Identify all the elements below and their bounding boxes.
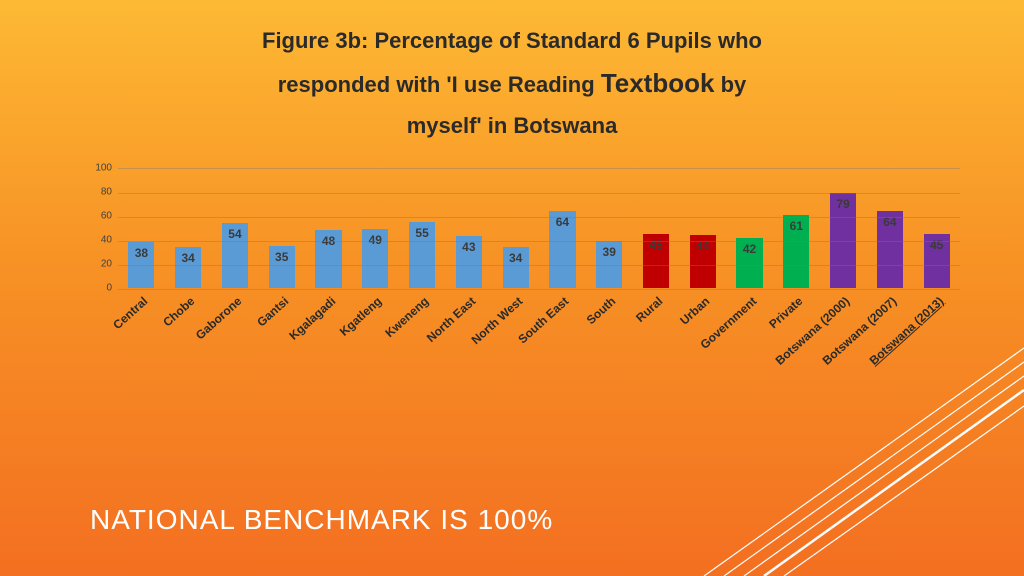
y-tick-label: 20 (88, 259, 112, 270)
bar: 35 (269, 246, 295, 288)
y-tick-label: 40 (88, 235, 112, 246)
bar: 55 (409, 222, 435, 288)
y-tick-label: 80 (88, 187, 112, 198)
bar-value-label: 39 (603, 245, 616, 259)
bar-value-label: 54 (228, 227, 241, 241)
x-axis-label: Chobe (160, 294, 197, 329)
bar-slot: 64 (867, 169, 914, 288)
x-axis-label: Gaborone (193, 294, 244, 342)
bar-slot: 43 (445, 169, 492, 288)
bar-slot: 34 (492, 169, 539, 288)
x-axis-label: South (584, 294, 619, 327)
bar-chart: 38 34 54 35 48 49 55 43 34 64 39 45 44 42 61 79 64 45 Cen… (90, 168, 960, 358)
y-tick-label: 0 (88, 283, 112, 294)
y-tick-label: 60 (88, 211, 112, 222)
bar: 34 (503, 247, 529, 288)
bar-value-label: 35 (275, 250, 288, 264)
gridline (118, 289, 960, 290)
bar-slot: 45 (913, 169, 960, 288)
title-line-2: responded with 'I use Reading Textbook b… (0, 68, 1024, 99)
title-line-2a: responded with 'I use Reading (278, 72, 601, 97)
x-axis-label: Kgatleng (337, 294, 385, 339)
bar: 64 (549, 211, 575, 288)
bar-value-label: 38 (135, 246, 148, 260)
bar: 34 (175, 247, 201, 288)
bar-value-label: 43 (462, 240, 475, 254)
bar-slot: 42 (726, 169, 773, 288)
bar: 54 (222, 223, 248, 288)
bar-value-label: 34 (509, 251, 522, 265)
bar-value-label: 34 (181, 251, 194, 265)
bar-slot: 39 (586, 169, 633, 288)
x-axis-label: Private (767, 294, 806, 331)
bar: 42 (736, 238, 762, 288)
bar: 45 (924, 234, 950, 288)
bar: 61 (783, 215, 809, 288)
bars-container: 38 34 54 35 48 49 55 43 34 64 39 45 44 42 61 79 64 45 (118, 169, 960, 288)
bar-slot: 35 (258, 169, 305, 288)
bar-value-label: 79 (836, 197, 849, 211)
bar-slot: 48 (305, 169, 352, 288)
chart-title: Figure 3b: Percentage of Standard 6 Pupi… (0, 0, 1024, 139)
bar-slot: 54 (212, 169, 259, 288)
bar: 45 (643, 234, 669, 288)
bar-slot: 61 (773, 169, 820, 288)
gridline (118, 217, 960, 218)
bar-slot: 34 (165, 169, 212, 288)
y-tick-label: 100 (88, 163, 112, 174)
x-axis-label: Kgalagadi (286, 294, 338, 343)
bar-slot: 79 (820, 169, 867, 288)
title-line-2b: by (714, 72, 746, 97)
benchmark-text: NATIONAL BENCHMARK IS 100% (90, 504, 553, 536)
title-line-1: Figure 3b: Percentage of Standard 6 Pupi… (0, 28, 1024, 54)
bar-value-label: 42 (743, 242, 756, 256)
bar-slot: 44 (679, 169, 726, 288)
chart-plot-area: 38 34 54 35 48 49 55 43 34 64 39 45 44 42 61 79 64 45 (118, 168, 960, 288)
gridline (118, 241, 960, 242)
bar-value-label: 61 (790, 219, 803, 233)
title-emphasis: Textbook (601, 68, 715, 98)
gridline (118, 265, 960, 266)
bar-slot: 64 (539, 169, 586, 288)
bar: 64 (877, 211, 903, 288)
bar-slot: 45 (633, 169, 680, 288)
bar-slot: 49 (352, 169, 399, 288)
bar: 43 (456, 236, 482, 288)
x-axis-label: Gantsi (254, 294, 291, 329)
bar: 49 (362, 229, 388, 288)
bar-slot: 38 (118, 169, 165, 288)
x-axis-label: Urban (677, 294, 712, 328)
bar-slot: 55 (399, 169, 446, 288)
gridline (118, 193, 960, 194)
x-axis-label: Central (111, 294, 151, 332)
bar: 44 (690, 235, 716, 288)
bar: 48 (315, 230, 341, 288)
title-line-3: myself' in Botswana (0, 113, 1024, 139)
x-axis-label: Rural (633, 294, 665, 325)
bar-value-label: 55 (415, 226, 428, 240)
